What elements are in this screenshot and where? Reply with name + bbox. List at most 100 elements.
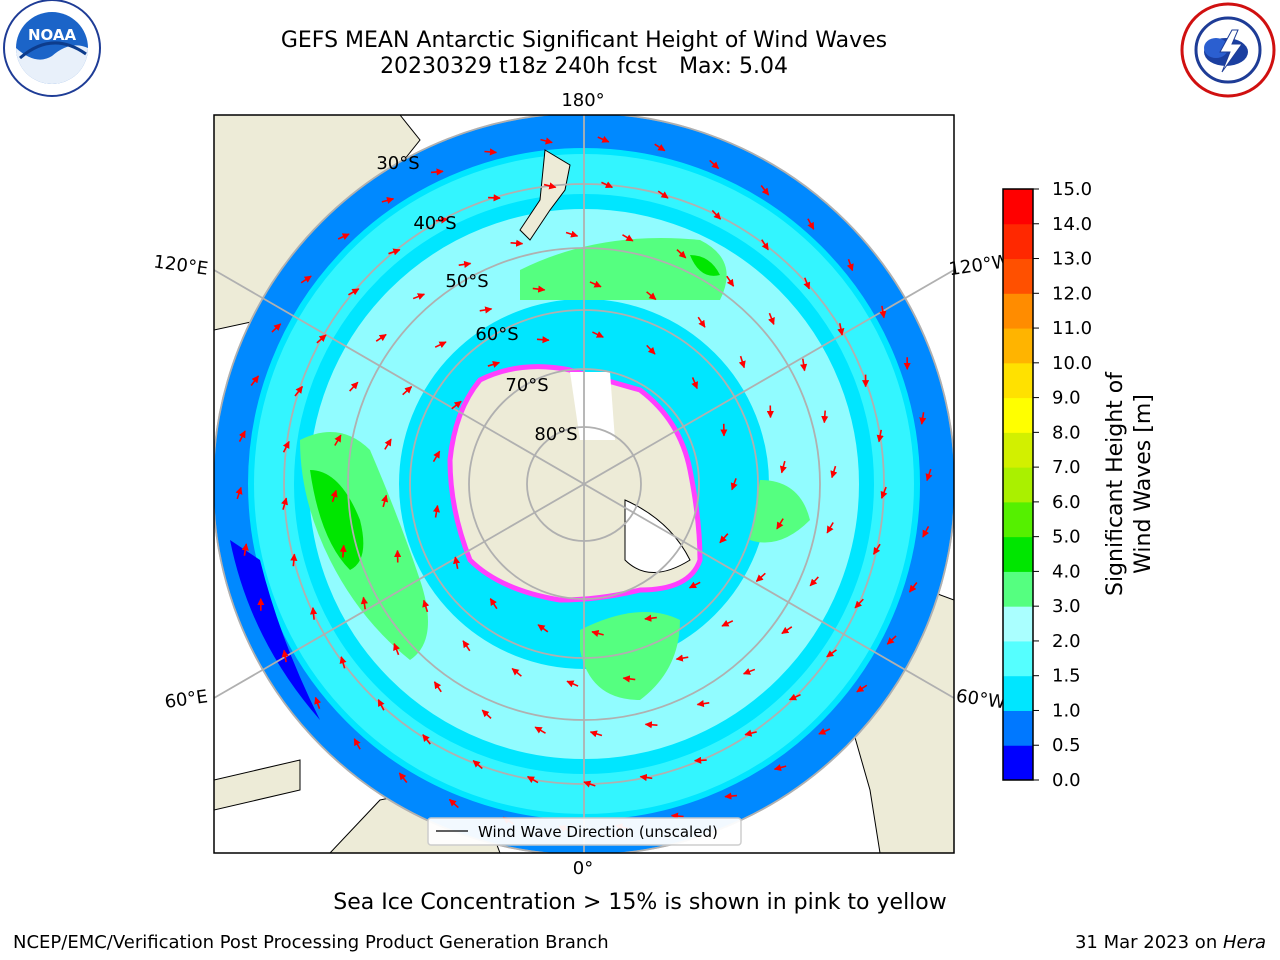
- wave-arrow: [589, 730, 603, 738]
- colorbar-tick-label: 14.0: [1052, 214, 1092, 235]
- lat-label-30s: 30°S: [376, 153, 419, 174]
- wave-arrow: [314, 696, 322, 710]
- wave-arrow: [388, 248, 401, 256]
- colorbar-segment: [1003, 432, 1033, 468]
- colorbar-tick-label: 11.0: [1052, 318, 1092, 339]
- wave-arrow: [872, 543, 881, 555]
- wave-arrow: [543, 182, 557, 190]
- colorbar-segment: [1003, 571, 1033, 607]
- nws-logo: [1180, 2, 1276, 98]
- wave-arrow: [779, 460, 787, 474]
- colorbar-tick-label: 2.0: [1052, 631, 1081, 652]
- wave-arrow: [622, 234, 634, 242]
- colorbar-segment: [1003, 189, 1033, 225]
- sea-ice-edge: [447, 364, 703, 603]
- wave-arrow: [348, 288, 360, 296]
- wave-arrow: [360, 596, 368, 610]
- wave-arrow: [589, 280, 602, 288]
- lat-label-70s: 70°S: [505, 375, 548, 396]
- wave-direction-arrows: [235, 136, 933, 832]
- wave-arrow: [536, 336, 550, 344]
- wave-arrow: [337, 233, 350, 240]
- max-value: Max: 5.04: [679, 54, 788, 79]
- colorbar-segment: [1003, 675, 1033, 711]
- wave-arrow: [511, 667, 522, 677]
- wave-arrow: [724, 792, 738, 800]
- colorbar: 0.0 0.5 1.0 1.5 2.0 3.0 4.0 5.0 6.0 7.0 8.0 9.0 10.0…: [1002, 179, 1092, 791]
- wave-arrow: [540, 137, 553, 145]
- map-legend: Wind Wave Direction (unscaled): [427, 817, 742, 846]
- wave-arrow: [830, 465, 838, 479]
- wave-arrow: [738, 355, 746, 369]
- wave-arrow: [856, 684, 868, 693]
- lat-label-50s: 50°S: [445, 271, 488, 292]
- wave-arrow: [422, 599, 430, 613]
- legend-label: Wind Wave Direction (unscaled): [478, 823, 718, 841]
- wave-arrow: [807, 218, 815, 230]
- wave-arrow: [800, 358, 808, 372]
- wave-arrow: [760, 185, 770, 196]
- colorbar-tick-label: 15.0: [1052, 179, 1092, 200]
- wave-arrow: [761, 239, 769, 251]
- wave-arrow: [462, 640, 471, 652]
- wave-arrow: [526, 775, 539, 784]
- wave-arrow: [880, 486, 888, 499]
- wave-arrow: [709, 159, 720, 170]
- wave-arrow: [381, 196, 395, 204]
- wave-arrow: [919, 412, 927, 425]
- lat-label-80s: 80°S: [534, 424, 577, 445]
- wave-arrow: [696, 700, 710, 708]
- footer-date: 31 Mar 2023 on Hera: [1075, 932, 1266, 953]
- wave-arrow: [670, 812, 684, 820]
- lat-label-60s: 60°S: [475, 324, 518, 345]
- wave-arrow: [393, 642, 400, 656]
- chart-subtitle: 20230329 t18z 240h fcst Max: 5.04: [0, 54, 1168, 79]
- wave-arrow: [398, 772, 408, 783]
- forecast-date: 20230329 t18z 240h fcst: [380, 54, 658, 79]
- colorbar-tick-label: 5.0: [1052, 527, 1081, 548]
- colorbar-tick-label: 10.0: [1052, 353, 1092, 374]
- wave-arrow: [537, 624, 549, 633]
- wave-arrow: [430, 168, 444, 176]
- colorbar-tick-label: 0.5: [1052, 735, 1081, 756]
- wave-arrow: [755, 572, 766, 582]
- colorbar-tick-label: 1.0: [1052, 700, 1081, 721]
- wave-arrow: [675, 654, 689, 662]
- wave-arrow: [412, 293, 426, 300]
- wave-arrow: [488, 194, 501, 202]
- wave-arrow: [432, 450, 441, 463]
- colorbar-tick-label: 3.0: [1052, 596, 1081, 617]
- wave-arrow: [697, 316, 706, 328]
- colorbar-segment: [1003, 606, 1033, 642]
- wave-arrow: [453, 556, 461, 570]
- wave-arrow: [481, 709, 492, 719]
- colorbar-segment: [1003, 362, 1033, 399]
- wave-arrow: [854, 598, 864, 609]
- wave-arrow: [377, 699, 385, 711]
- wave-arrow: [809, 576, 819, 587]
- wave-arrow: [510, 239, 524, 247]
- wave-arrow: [821, 410, 829, 424]
- wave-arrow: [644, 721, 658, 729]
- wave-arrow: [676, 249, 687, 259]
- colorbar-segment: [1003, 745, 1033, 781]
- wave-arrow: [803, 277, 811, 290]
- colorbar-segment: [1003, 293, 1033, 329]
- wave-arrow: [472, 760, 483, 770]
- wave-arrow: [334, 434, 342, 446]
- wave-arrow: [281, 649, 289, 663]
- wave-arrow: [719, 533, 729, 544]
- wave-arrow: [435, 216, 449, 224]
- wave-arrow: [281, 497, 288, 510]
- wave-arrow: [566, 680, 579, 688]
- wave-arrow: [826, 522, 834, 534]
- wave-arrow: [241, 543, 249, 556]
- wave-arrow: [290, 553, 298, 567]
- colorbar-tick-label: 6.0: [1052, 492, 1081, 513]
- colorbar-segment: [1003, 258, 1033, 294]
- lat-label-40s: 40°S: [413, 213, 456, 234]
- wave-arrow: [776, 518, 784, 530]
- wave-arrow: [250, 375, 260, 386]
- wave-arrow: [381, 494, 389, 508]
- wave-arrow: [781, 626, 793, 635]
